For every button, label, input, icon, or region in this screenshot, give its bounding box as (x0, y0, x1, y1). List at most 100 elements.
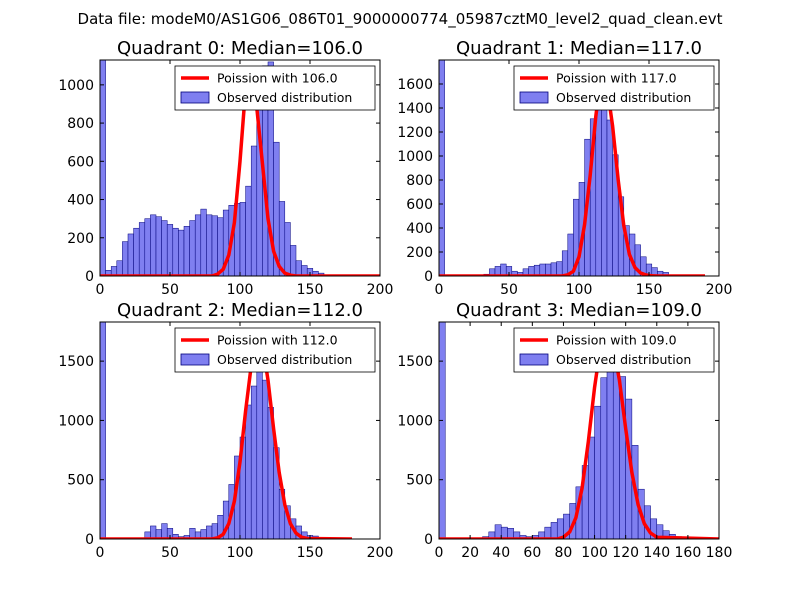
x-tick-label: 20 (461, 545, 479, 561)
histogram-bar (166, 224, 174, 276)
histogram-bar (550, 262, 557, 276)
histogram-bar (206, 214, 213, 276)
histogram-bar (194, 214, 202, 276)
legend-label-poisson: Poission with 106.0 (217, 71, 338, 86)
quadrant-0-legend: Poission with 106.0 Observed distribution (174, 65, 376, 111)
histogram-bar (122, 241, 129, 276)
histogram-bar (150, 525, 157, 539)
histogram-bar (116, 260, 123, 276)
histogram-bar (601, 88, 608, 276)
histogram-bar (439, 322, 446, 539)
quadrant-3-panel: Quadrant 3: Median=109.00 20 40 60 80 100 120 1… (397, 300, 732, 561)
histogram-bar (606, 119, 613, 276)
histogram-bar (539, 263, 546, 276)
histogram-bar (166, 528, 174, 539)
histogram-bar (178, 229, 185, 276)
histogram-bar (606, 362, 614, 539)
quadrant-2-title: Quadrant 2: Median=112.0 (117, 300, 363, 321)
histogram-bar (600, 377, 608, 539)
histogram-bar (172, 227, 179, 276)
quadrant-2-legend: Poission with 112.0 Observed distribution (174, 327, 376, 373)
x-tick-label: 100 (566, 282, 593, 298)
y-tick-label: 1500 (397, 354, 433, 370)
histogram-bar (250, 385, 258, 539)
histogram-bar (150, 214, 157, 276)
histogram-bar (161, 523, 168, 539)
quadrant-2-plot-area (100, 322, 353, 539)
legend-label-observed: Observed distribution (556, 90, 691, 105)
histogram-bar (500, 526, 508, 539)
histogram-bar (200, 208, 207, 276)
quadrant-1-title: Quadrant 1: Median=117.0 (456, 38, 702, 59)
y-tick-label: 200 (67, 231, 94, 247)
histogram-bar (138, 222, 146, 276)
histogram-bar (250, 145, 258, 276)
x-tick-label: 100 (581, 545, 608, 561)
y-tick-label: 200 (406, 245, 433, 261)
y-tick-label: 800 (67, 116, 94, 132)
y-tick-label: 0 (424, 269, 433, 285)
legend-label-poisson: Poission with 117.0 (556, 71, 677, 86)
quadrant-3-legend: Poission with 109.0 Observed distribution (513, 327, 715, 373)
y-tick-label: 0 (85, 532, 94, 548)
quadrant-0-title: Quadrant 0: Median=106.0 (117, 38, 363, 59)
x-tick-label: 0 (435, 282, 444, 298)
histogram-bar (155, 216, 162, 276)
histogram-bar (206, 525, 213, 539)
histogram-bar (262, 379, 269, 539)
y-tick-label: 600 (67, 154, 94, 170)
histogram-bar (189, 220, 196, 276)
x-tick-label: 50 (500, 282, 518, 298)
quadrant-2-panel: Quadrant 2: Median=112.0 0 50 100 150 200 0 500… (58, 300, 393, 561)
histogram-bar (161, 220, 168, 276)
y-tick-label: 400 (67, 193, 94, 209)
x-tick-label: 0 (96, 545, 105, 561)
x-tick-label: 100 (227, 282, 254, 298)
y-tick-label: 0 (424, 532, 433, 548)
histogram-bar (439, 60, 445, 276)
x-tick-label: 0 (96, 282, 105, 298)
legend-bar-swatch (519, 91, 549, 104)
histogram-bar (256, 362, 263, 539)
x-tick-label: 150 (297, 545, 324, 561)
y-tick-label: 1000 (58, 413, 94, 429)
histogram-bar (500, 263, 507, 276)
y-tick-label: 800 (406, 173, 433, 189)
histogram-bar (183, 226, 190, 276)
y-tick-label: 1400 (397, 101, 433, 117)
legend-label-observed: Observed distribution (556, 352, 691, 367)
x-tick-label: 0 (435, 545, 444, 561)
x-tick-label: 100 (227, 545, 254, 561)
histogram-bar (100, 322, 106, 539)
quadrant-1-panel: Quadrant 1: Median=117.0 0 50 100 150 200 0 200… (397, 38, 732, 298)
x-tick-label: 200 (367, 545, 394, 561)
y-tick-label: 500 (67, 473, 94, 489)
histogram-bar (494, 524, 502, 539)
legend-label-poisson: Poission with 109.0 (556, 333, 677, 348)
x-tick-label: 80 (555, 545, 573, 561)
legend-bar-swatch (519, 353, 549, 366)
histogram-bar (588, 436, 595, 539)
histogram-bar (245, 404, 252, 539)
y-tick-label: 1200 (397, 125, 433, 141)
histogram-bar (245, 185, 252, 276)
legend-bar-swatch (180, 91, 210, 104)
y-tick-label: 0 (85, 269, 94, 285)
x-tick-label: 60 (523, 545, 541, 561)
legend-label-poisson: Poission with 112.0 (217, 333, 338, 348)
x-tick-label: 50 (161, 282, 179, 298)
histogram-bar (211, 215, 218, 276)
histogram-bar (550, 522, 558, 539)
y-tick-label: 1600 (397, 77, 433, 93)
y-tick-label: 500 (406, 473, 433, 489)
y-tick-label: 400 (406, 221, 433, 237)
x-tick-label: 200 (706, 282, 733, 298)
y-tick-label: 1500 (58, 354, 94, 370)
legend-label-observed: Observed distribution (217, 352, 352, 367)
x-tick-label: 160 (675, 545, 702, 561)
figure-title: Data file: modeM0/AS1G06_086T01_90000007… (78, 10, 723, 29)
histogram-bar (561, 250, 569, 276)
x-tick-label: 50 (161, 545, 179, 561)
histogram-bar (144, 218, 151, 276)
